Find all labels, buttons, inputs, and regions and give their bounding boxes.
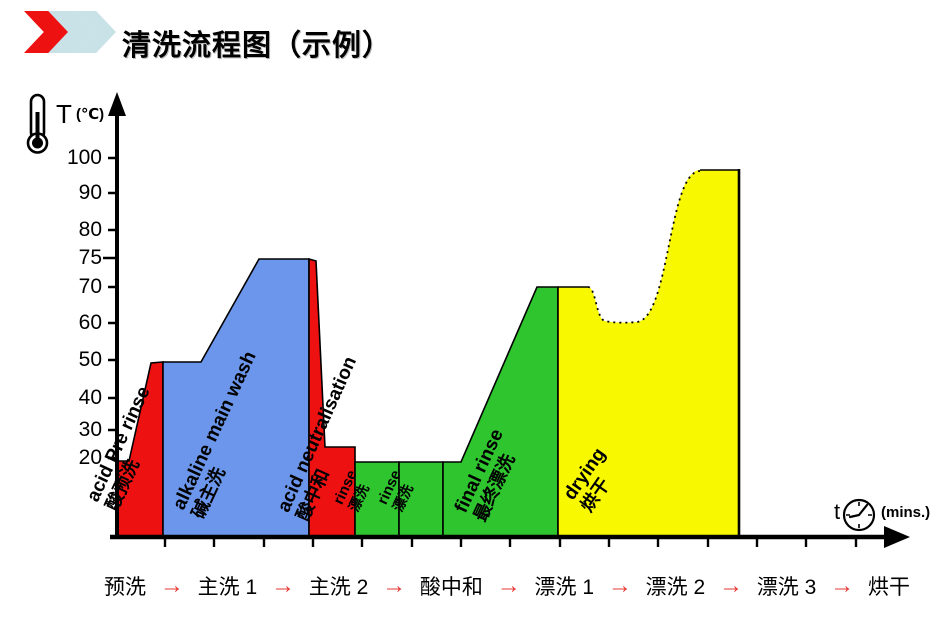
y-tick-label: 80 — [78, 218, 102, 241]
y-tick-label: 30 — [78, 418, 102, 441]
process-flow-row: 预洗 → 主洗 1 → 主洗 2 → 酸中和 → 漂洗 1 → 漂洗 2 → 漂… — [104, 571, 910, 601]
y-tick-label: 60 — [78, 311, 102, 334]
flow-arrow-icon: → — [719, 572, 743, 599]
flow-step: 烘干 — [867, 576, 910, 599]
flow-arrow-icon: → — [270, 572, 295, 599]
y-tick-label: 100 — [66, 146, 102, 169]
stage-area-drying — [558, 170, 739, 537]
thermometer-icon — [26, 93, 49, 154]
x-axis-arrow-icon — [884, 526, 910, 548]
y-tick-label: 40 — [78, 386, 102, 409]
y-axis-ticks — [103, 156, 119, 460]
flow-arrow-icon: → — [830, 572, 855, 599]
x-axis-title: t — [834, 499, 841, 524]
flow-step: 主洗 1 — [197, 576, 258, 599]
flow-arrow-icon: → — [496, 572, 521, 599]
y-tick-label: 70 — [78, 275, 102, 298]
y-tick-label: 75 — [78, 246, 102, 269]
x-axis-unit: (mins.) — [881, 504, 931, 521]
flow-arrow-icon: → — [382, 572, 407, 599]
flow-arrow-icon: → — [159, 572, 184, 599]
flow-step: 酸中和 — [419, 576, 483, 599]
y-tick-label: 50 — [78, 348, 102, 371]
flow-step: 漂洗 3 — [756, 576, 817, 599]
y-tick-label: 20 — [78, 446, 102, 469]
flow-step: 预洗 — [104, 576, 146, 599]
y-axis-title: T — [56, 99, 72, 129]
y-axis-unit: (℃) — [76, 106, 105, 123]
y-axis-arrow-icon — [108, 92, 126, 116]
y-tick-label: 90 — [78, 181, 102, 204]
clock-icon — [842, 498, 876, 532]
flow-step: 主洗 2 — [308, 576, 369, 599]
flow-arrow-icon: → — [607, 572, 632, 599]
x-axis-ticks — [163, 535, 858, 547]
flow-step: 漂洗 2 — [645, 576, 706, 599]
flow-step: 漂洗 1 — [534, 576, 595, 599]
page-title: 清洗流程图（示例） — [122, 30, 393, 62]
